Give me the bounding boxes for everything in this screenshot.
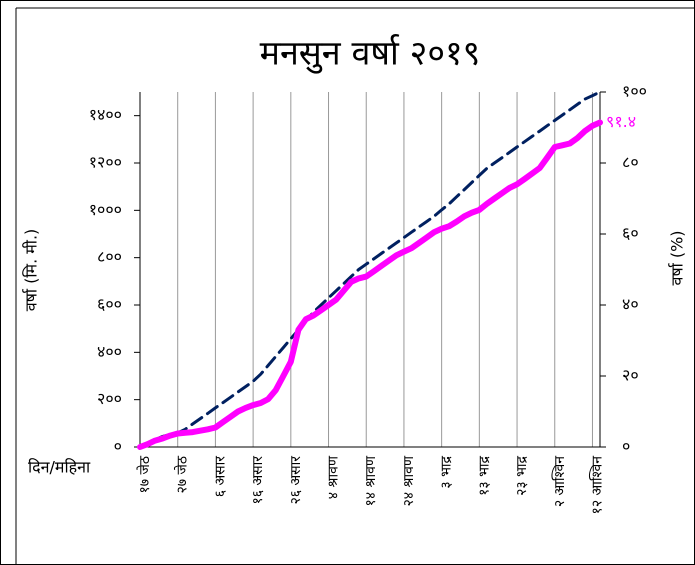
y2-tick-label: ४० [622,295,639,314]
x-tick-label: १६ असार [250,456,266,505]
y-axis-label: वर्षा (मि. मी.) [22,229,41,312]
x-tick-label: २७ जेठ [174,455,191,493]
x-tick-label: १४ श्रावण [363,455,379,506]
y-tick-label: १००० [89,200,122,219]
x-tick-label: २३ भाद्र [514,455,530,495]
y-tick-label: ४०० [97,342,122,361]
x-axis-label: दिन/महिना [28,458,91,477]
y-tick-label: ८०० [97,247,122,266]
x-tick-label: २४ श्रावण [401,455,417,506]
y2-axis-label: वर्षा (%) [668,230,687,285]
x-tick-label: १३ भाद्र [476,455,492,495]
x-tick-label: ६ असार [212,456,228,498]
y-tick-label: १४०० [89,105,122,124]
series-line [137,119,603,450]
y-tick-label: २०० [97,389,122,408]
y2-tick-label: ० [622,437,630,456]
y-tick-label: ० [114,437,122,456]
chart-title: मनसुन वर्षा २०१९ [260,34,481,75]
y-tick-label: ६०० [97,295,122,314]
x-tick-label: ४ श्रावण [326,455,342,499]
x-tick-label: ३ भाद्र [439,455,455,488]
x-tick-label: २ आश्विन [551,456,568,507]
data-label: ९१.४ [606,112,636,131]
y2-tick-label: ६० [622,224,639,243]
series-line [138,90,602,449]
y2-tick-label: ८० [622,153,639,172]
x-tick-label: १७ जेठ [136,455,153,493]
y2-tick-label: १०० [622,82,647,101]
x-tick-label: १२ आश्विन [588,456,605,515]
x-tick-label: २६ असार [288,456,304,505]
y2-tick-label: २० [622,366,639,385]
y-tick-label: १२०० [89,153,122,172]
